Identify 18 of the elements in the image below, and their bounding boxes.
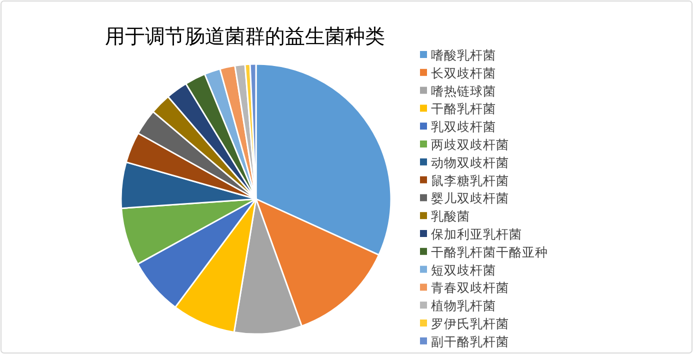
legend-label: 鼠李糖乳杆菌 — [431, 172, 509, 188]
legend-label: 短双歧杆菌 — [431, 262, 496, 278]
legend-label: 乳双歧杆菌 — [431, 119, 496, 134]
legend-label: 动物双歧杆菌 — [431, 154, 509, 170]
legend-label: 嗜热链球菌 — [431, 83, 496, 98]
legend-label: 青春双歧杆菌 — [431, 280, 509, 296]
legend-label: 婴儿双歧杆菌 — [431, 190, 509, 206]
legend-label: 嗜酸乳杆菌 — [431, 48, 496, 62]
chart-title: 用于调节肠道菌群的益生菌种类 — [105, 24, 385, 48]
legend-label: 长双歧杆菌 — [431, 65, 496, 80]
legend-label: 干酪乳杆菌干酪亚种 — [431, 244, 548, 260]
legend-label: 保加利亚乳杆菌 — [431, 226, 522, 242]
legend-label: 植物乳杆菌 — [431, 298, 496, 314]
legend-label: 罗伊氏乳杆菌 — [431, 316, 509, 331]
legend-label: 干酪乳杆菌 — [431, 101, 496, 116]
legend-label: 副干酪乳杆菌 — [431, 334, 509, 349]
legend-label: 两歧双歧杆菌 — [431, 137, 509, 152]
legend-label: 乳酸菌 — [431, 208, 470, 224]
